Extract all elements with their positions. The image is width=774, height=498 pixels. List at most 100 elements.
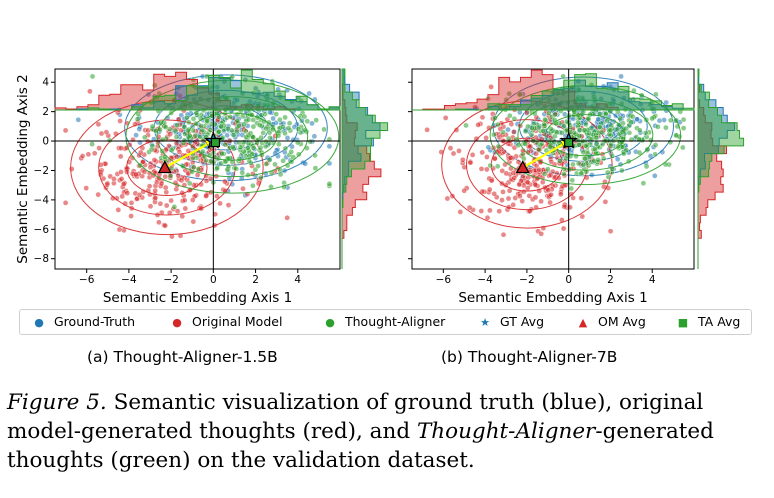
data-point (280, 157, 286, 164)
x-tick-label: 0 (210, 274, 217, 286)
data-point (533, 162, 540, 169)
data-point (312, 165, 319, 171)
data-point (484, 154, 490, 160)
data-point (487, 162, 494, 169)
data-point (538, 140, 545, 147)
data-point (136, 126, 143, 132)
legend-item-om-avg: ▲ OM Avg (578, 314, 646, 329)
data-point (447, 145, 454, 151)
x-tick-label: 2 (607, 274, 614, 286)
data-point (103, 129, 110, 135)
data-point (661, 117, 667, 123)
om-avg-marker (157, 160, 172, 174)
data-point (181, 137, 188, 144)
data-point (558, 191, 564, 198)
data-point (207, 127, 214, 133)
data-point (623, 147, 630, 153)
data-point (98, 130, 105, 137)
data-point (262, 111, 268, 117)
data-point (540, 127, 547, 134)
subcaption-b: (b) Thought-Aligner-7B (441, 348, 618, 366)
data-point (595, 157, 601, 163)
data-point (485, 144, 492, 151)
data-point (561, 123, 567, 129)
data-point (524, 179, 531, 185)
data-point (147, 203, 154, 210)
y-tick-label: 4 (42, 77, 49, 89)
data-point (527, 143, 534, 150)
data-point (581, 127, 588, 134)
data-point (479, 188, 486, 195)
data-point (547, 172, 554, 178)
data-point (171, 204, 178, 210)
data-point (193, 110, 200, 116)
data-point (96, 145, 102, 151)
data-point (269, 78, 276, 84)
data-point (505, 195, 512, 202)
data-point (267, 135, 273, 141)
data-point (643, 163, 650, 170)
data-point (162, 184, 169, 191)
data-point (203, 192, 210, 199)
data-point (614, 156, 621, 162)
data-point (69, 166, 75, 172)
data-point (629, 113, 636, 120)
data-point (486, 186, 493, 193)
data-point (506, 112, 513, 119)
data-point (495, 143, 502, 150)
data-point (614, 126, 621, 133)
data-point (182, 205, 189, 212)
data-point (285, 125, 292, 131)
legend-item-ground-truth: ● Ground-Truth (34, 314, 136, 329)
data-point (312, 152, 318, 159)
data-point (218, 123, 224, 130)
data-point (258, 134, 265, 141)
data-point (602, 198, 609, 205)
data-point (239, 169, 246, 176)
data-point (290, 154, 297, 160)
data-point (541, 170, 548, 177)
data-point (234, 117, 241, 124)
data-point (511, 175, 518, 181)
data-point (263, 161, 270, 167)
data-point (87, 88, 93, 95)
data-point (545, 187, 552, 193)
data-point (141, 168, 148, 175)
data-point (561, 203, 568, 210)
data-point (304, 118, 311, 124)
data-point (529, 125, 535, 131)
data-point (596, 124, 603, 130)
shift-arrow (522, 143, 564, 169)
y-tick-label: −8 (34, 253, 49, 265)
data-point (177, 93, 183, 99)
data-point (239, 113, 246, 120)
data-point (250, 182, 256, 189)
data-point (494, 163, 501, 170)
caption-emphasis: Thought-Aligner (416, 419, 596, 444)
data-point (479, 114, 486, 121)
data-point (505, 135, 512, 142)
data-point (227, 114, 234, 120)
data-point (95, 191, 101, 198)
data-point (457, 209, 464, 215)
data-point (536, 146, 542, 153)
x-tick-label: 4 (649, 274, 656, 286)
data-point (243, 102, 250, 109)
data-point (511, 116, 518, 122)
data-point (307, 138, 314, 145)
data-point (609, 153, 615, 159)
plot-frame (411, 68, 695, 270)
data-point (313, 117, 320, 123)
data-point (85, 151, 92, 158)
data-point (277, 116, 283, 123)
data-point (148, 146, 155, 153)
y-tick-label: −6 (34, 224, 50, 236)
histogram-thought-aligner (412, 73, 695, 111)
data-point (116, 226, 123, 233)
data-point (479, 149, 486, 156)
data-point (277, 171, 284, 178)
legend-item-gt-avg: ★ GT Avg (480, 314, 545, 329)
data-point (133, 171, 139, 178)
y-axis-label: Semantic Embedding Axis 2 (15, 74, 31, 263)
